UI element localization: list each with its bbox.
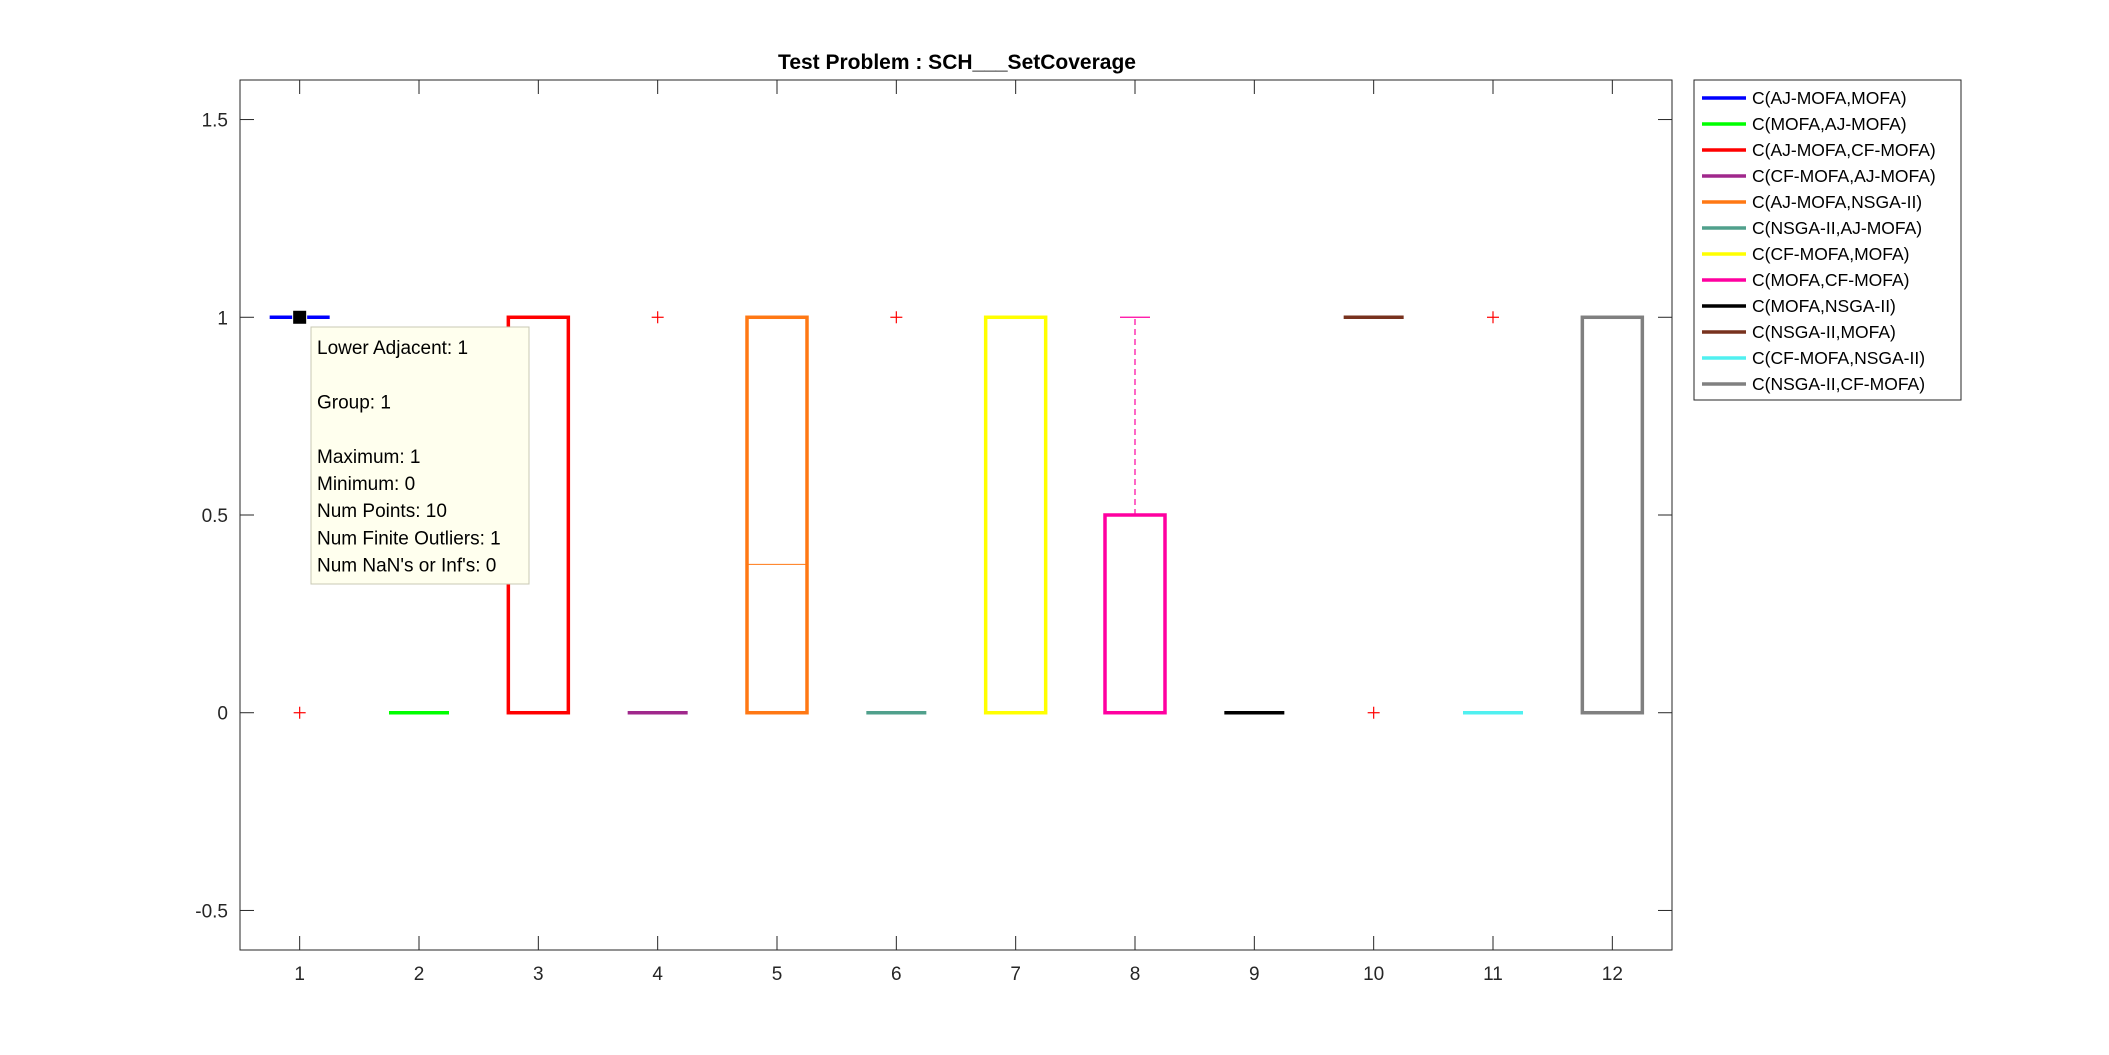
box-8 bbox=[1103, 513, 1167, 715]
datatip-line-8: Num NaN's or Inf's: 0 bbox=[317, 556, 496, 577]
legend-label-2: C(MOFA,AJ-MOFA) bbox=[1752, 114, 1907, 134]
legend-label-12: C(NSGA-II,CF-MOFA) bbox=[1752, 374, 1925, 394]
box-12 bbox=[1580, 315, 1645, 715]
x-tick-label-8: 8 bbox=[1130, 964, 1141, 985]
x-tick-label-6: 6 bbox=[891, 964, 902, 985]
datatip-line-2: Group: 1 bbox=[317, 392, 391, 413]
box-group-4 bbox=[627, 311, 688, 715]
y-tick-label-2: 0.5 bbox=[202, 506, 228, 527]
x-tick-label-2: 2 bbox=[414, 964, 425, 985]
x-tick-label-1: 1 bbox=[294, 964, 305, 985]
datatip-line-6: Num Points: 10 bbox=[317, 501, 447, 522]
legend-label-11: C(CF-MOFA,NSGA-II) bbox=[1752, 348, 1925, 368]
y-tick-label-1: 0 bbox=[217, 704, 228, 725]
x-tick-label-3: 3 bbox=[533, 964, 544, 985]
datatip-box bbox=[310, 326, 530, 585]
y-tick-label-4: 1.5 bbox=[202, 111, 228, 132]
legend-label-5: C(AJ-MOFA,NSGA-II) bbox=[1752, 192, 1922, 212]
legend-label-9: C(MOFA,NSGA-II) bbox=[1752, 296, 1896, 316]
legend-items: C(AJ-MOFA,MOFA) C(MOFA,AJ-MOFA) C(AJ-MOFA,… bbox=[1702, 88, 1936, 394]
legend-item-5: C(AJ-MOFA,NSGA-II) bbox=[1702, 192, 1922, 212]
outlier-11-0 bbox=[1487, 311, 1499, 324]
y-axis: -0.5 0 0.5 1 1.5 bbox=[195, 111, 1672, 922]
outlier-4-0 bbox=[651, 311, 664, 324]
legend-label-10: C(NSGA-II,MOFA) bbox=[1752, 322, 1896, 342]
datatip[interactable]: Lower Adjacent: 1 Group: 1 Maximum: 1 Minim… bbox=[292, 309, 530, 585]
x-tick-label-4: 4 bbox=[652, 964, 663, 985]
legend-item-7: C(CF-MOFA,MOFA) bbox=[1702, 244, 1909, 264]
box-group-10 bbox=[1343, 315, 1404, 719]
legend[interactable]: C(AJ-MOFA,MOFA) C(MOFA,AJ-MOFA) C(AJ-MOFA,… bbox=[1693, 79, 1962, 401]
datatip-line-7: Num Finite Outliers: 1 bbox=[317, 528, 501, 549]
legend-box bbox=[1693, 79, 1962, 401]
x-axis: 1 2 3 4 5 6 7 8 9 10 11 12 bbox=[294, 80, 1623, 985]
box-5 bbox=[745, 315, 809, 715]
x-tick-label-7: 7 bbox=[1010, 964, 1021, 985]
box-group-11 bbox=[1463, 311, 1523, 715]
x-tick-label-9: 9 bbox=[1249, 964, 1260, 985]
datatip-line-5: Minimum: 0 bbox=[317, 474, 415, 495]
legend-item-3: C(AJ-MOFA,CF-MOFA) bbox=[1702, 140, 1936, 160]
x-tick-label-10: 10 bbox=[1363, 964, 1384, 985]
legend-label-8: C(MOFA,CF-MOFA) bbox=[1752, 270, 1909, 290]
legend-item-11: C(CF-MOFA,NSGA-II) bbox=[1702, 348, 1925, 368]
legend-label-4: C(CF-MOFA,AJ-MOFA) bbox=[1752, 166, 1936, 186]
y-tick-label-0: -0.5 bbox=[195, 901, 228, 922]
datatip-line-0: Lower Adjacent: 1 bbox=[317, 338, 468, 359]
box-7 bbox=[983, 315, 1048, 715]
legend-item-8: C(MOFA,CF-MOFA) bbox=[1702, 270, 1909, 290]
datatip-line-4: Maximum: 1 bbox=[317, 447, 420, 468]
box-plots bbox=[269, 311, 1645, 719]
legend-item-12: C(NSGA-II,CF-MOFA) bbox=[1702, 374, 1925, 394]
outlier-1-0 bbox=[293, 706, 306, 719]
legend-item-2: C(MOFA,AJ-MOFA) bbox=[1702, 114, 1907, 134]
chart-title: Test Problem : SCH___SetCoverage bbox=[778, 51, 1136, 74]
box-group-5 bbox=[745, 315, 809, 715]
legend-item-6: C(NSGA-II,AJ-MOFA) bbox=[1702, 218, 1922, 238]
outlier-6-0 bbox=[890, 311, 903, 324]
legend-item-1: C(AJ-MOFA,MOFA) bbox=[1702, 88, 1907, 108]
legend-label-7: C(CF-MOFA,MOFA) bbox=[1752, 244, 1909, 264]
outlier-10-0 bbox=[1367, 706, 1380, 719]
x-tick-label-12: 12 bbox=[1602, 964, 1623, 985]
legend-label-3: C(AJ-MOFA,CF-MOFA) bbox=[1752, 140, 1936, 160]
legend-label-1: C(AJ-MOFA,MOFA) bbox=[1752, 88, 1907, 108]
y-tick-label-3: 1 bbox=[217, 308, 228, 329]
datatip-lines: Lower Adjacent: 1 Group: 1 Maximum: 1 Minim… bbox=[317, 338, 501, 577]
box-group-7 bbox=[983, 315, 1048, 715]
x-tick-label-11: 11 bbox=[1483, 964, 1503, 985]
box-group-8 bbox=[1103, 316, 1167, 715]
legend-item-10: C(NSGA-II,MOFA) bbox=[1702, 322, 1896, 342]
legend-item-9: C(MOFA,NSGA-II) bbox=[1702, 296, 1896, 316]
box-group-6 bbox=[866, 311, 927, 715]
box-group-12 bbox=[1580, 315, 1645, 715]
legend-item-4: C(CF-MOFA,AJ-MOFA) bbox=[1702, 166, 1936, 186]
datatip-marker[interactable] bbox=[292, 309, 308, 325]
legend-label-6: C(NSGA-II,AJ-MOFA) bbox=[1752, 218, 1922, 238]
x-tick-label-5: 5 bbox=[772, 964, 783, 985]
